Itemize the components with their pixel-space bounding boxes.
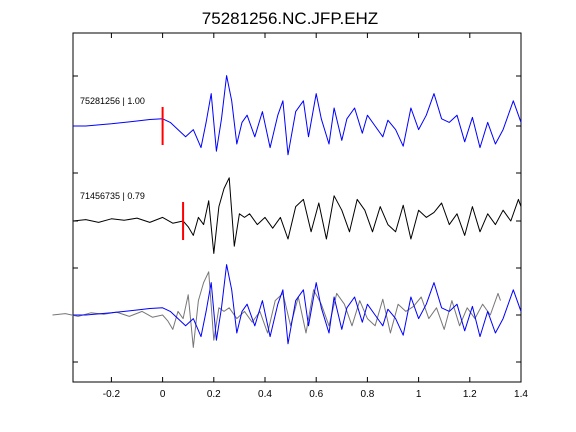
traces: 75281256 | 1.00 71456735 | 0.79	[52, 75, 522, 348]
x-tick-label: -0.2	[103, 389, 121, 400]
x-tick-label: 0.8	[360, 389, 374, 400]
trace-2-line	[72, 177, 522, 254]
trace-1-label: 75281256 | 1.00	[80, 96, 145, 106]
trace-2-label: 71456735 | 0.79	[80, 191, 145, 201]
plot-frame	[72, 32, 522, 383]
x-tick-label: 1	[416, 389, 422, 400]
overlay-target-line	[73, 264, 522, 345]
x-tick-label: 1.4	[514, 389, 528, 400]
x-axis: -0.2 0 0.2 0.4 0.6 0.8 1 1.2 1.4	[103, 33, 528, 400]
trace-1-line	[73, 75, 522, 156]
x-tick-label: 0.2	[207, 389, 221, 400]
x-tick-label: 0.6	[309, 389, 323, 400]
x-tick-label: 0.4	[258, 389, 272, 400]
x-tick-label: 1.2	[463, 389, 477, 400]
chart-title: 75281256.NC.JFP.EHZ	[202, 9, 378, 28]
x-tick-label: 0	[160, 389, 166, 400]
